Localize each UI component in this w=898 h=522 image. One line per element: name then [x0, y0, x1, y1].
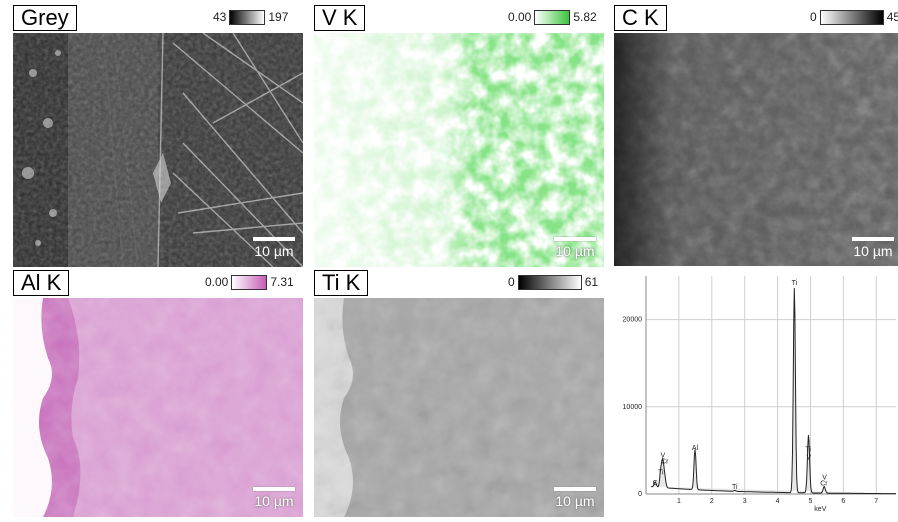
scale-gradient — [517, 274, 582, 290]
intensity-scale: 43 197 — [213, 9, 288, 25]
x-tick-label: 2 — [710, 498, 714, 505]
peak-label: Al — [692, 445, 699, 452]
peak-label: Cr — [820, 481, 828, 488]
panel-title: V K — [314, 5, 366, 31]
scale-min: 0 — [508, 275, 515, 289]
scale-min: 0.00 — [508, 10, 532, 24]
x-tick-label: 1 — [677, 498, 681, 505]
scale-max: 5.82 — [573, 10, 597, 24]
y-tick-label: 0 — [638, 491, 642, 498]
panel-c-k: C K 0 45 10 µm — [614, 5, 898, 267]
scale-min: 0 — [810, 10, 817, 24]
x-tick-label: 3 — [743, 498, 747, 505]
x-tick-label: 4 — [776, 498, 780, 505]
peak-label: Cr — [661, 459, 669, 466]
element-map: 10 µm — [614, 33, 898, 267]
scale-gradient — [534, 9, 571, 25]
scale-bar: 10 µm — [554, 487, 596, 509]
peak-label: Ti — [732, 484, 738, 491]
scale-gradient — [819, 9, 884, 25]
intensity-scale: 0.00 7.31 — [205, 274, 294, 290]
spectrum-curve — [650, 288, 896, 495]
panel-title: Al K — [13, 270, 70, 296]
panel-al-k: Al K 0.00 7.31 10 µm — [13, 270, 303, 517]
peak-label: Ti — [805, 446, 811, 453]
scale-max: 7.31 — [270, 275, 294, 289]
panel-v-k: V K 0.00 5.82 10 µm — [314, 5, 604, 267]
element-map: 10 µm — [314, 298, 604, 517]
scale-bar: 10 µm — [253, 237, 295, 259]
eds-spectrum: 20000 10000 0 1 2 3 4 5 6 7 keV Ti V Cr C Al Ti Ti V Ti Cr V — [612, 266, 898, 517]
peak-label: V — [660, 453, 665, 460]
x-tick-label: 6 — [841, 498, 845, 505]
scale-bar: 10 µm — [253, 487, 295, 509]
scale-max: 61 — [584, 275, 599, 289]
peak-label: Ti — [792, 280, 798, 287]
y-tick-label: 20000 — [623, 317, 643, 324]
scale-max: 197 — [268, 10, 289, 24]
scale-bar: 10 µm — [554, 237, 596, 259]
intensity-scale: 0 45 — [810, 9, 898, 25]
y-tick-label: 10000 — [623, 404, 643, 411]
scale-min: 0.00 — [205, 275, 229, 289]
peak-label: Ti — [658, 469, 664, 476]
x-tick-label: 5 — [809, 498, 813, 505]
scale-max: 45 — [886, 10, 898, 24]
panel-title: Grey — [13, 5, 77, 31]
element-map: 10 µm — [314, 33, 604, 267]
peak-label: C — [653, 480, 658, 487]
x-unit-label: keV — [814, 506, 826, 513]
intensity-scale: 0 61 — [508, 274, 598, 290]
x-tick-label: 7 — [874, 498, 878, 505]
element-map: 10 µm — [13, 298, 303, 517]
panel-title: C K — [614, 5, 667, 31]
sem-image: 10 µm — [13, 33, 303, 267]
peak-label: V — [806, 454, 811, 461]
scale-bar: 10 µm — [852, 237, 894, 259]
intensity-scale: 0.00 5.82 — [508, 9, 597, 25]
panel-title: Ti K — [314, 270, 369, 296]
scale-gradient — [229, 9, 266, 25]
scale-gradient — [231, 274, 268, 290]
peak-label: V — [822, 474, 827, 481]
scale-min: 43 — [213, 10, 227, 24]
panel-ti-k: Ti K 0 61 10 µm — [314, 270, 604, 517]
panel-grey: Grey 43 197 — [13, 5, 303, 267]
